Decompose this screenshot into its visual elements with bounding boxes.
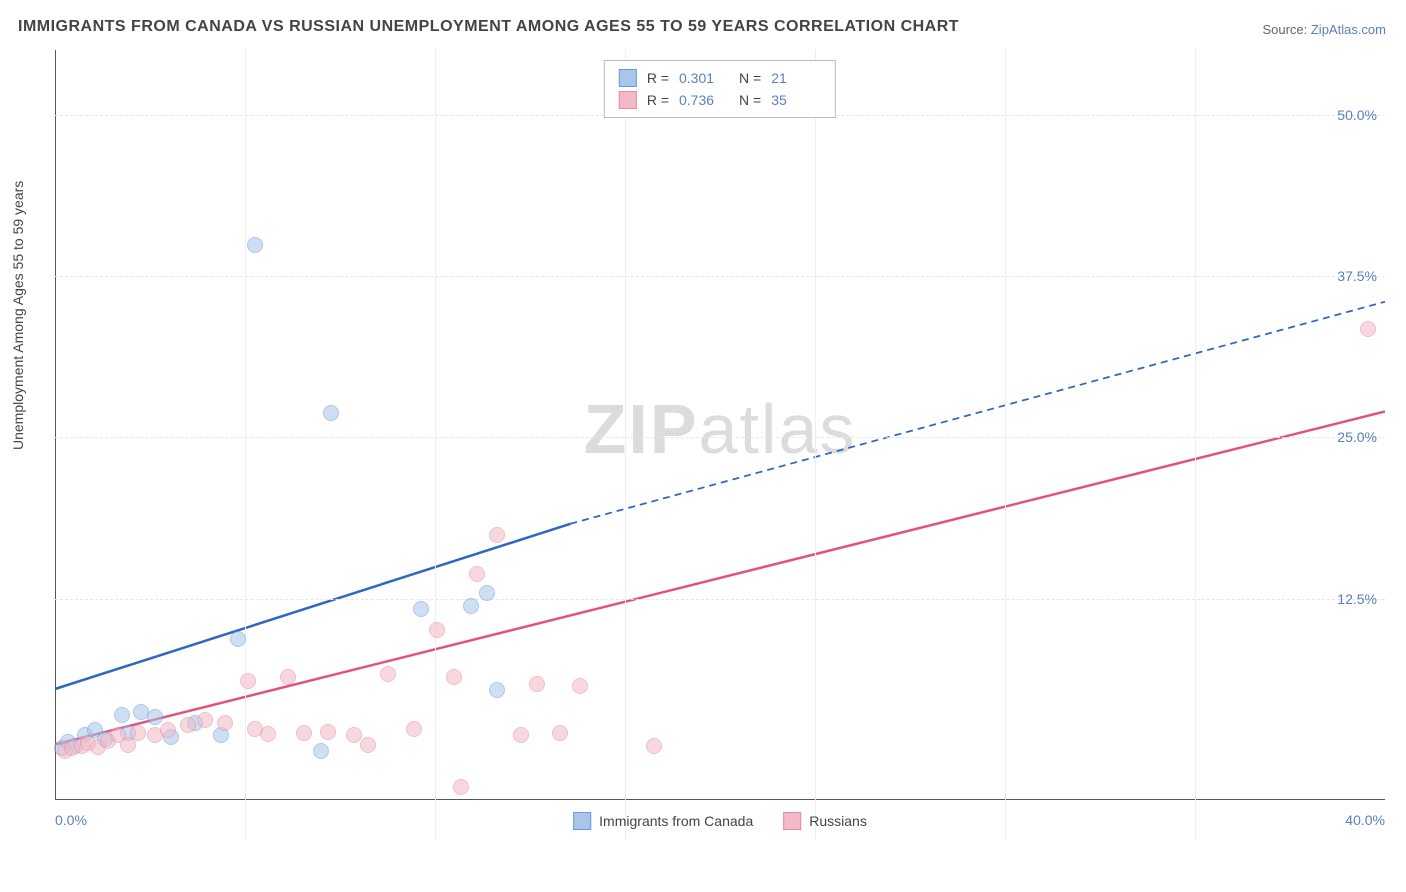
data-point xyxy=(240,673,256,689)
data-point xyxy=(197,712,213,728)
v-gridline xyxy=(815,50,816,840)
data-point xyxy=(529,676,545,692)
data-point xyxy=(446,669,462,685)
legend-n-label: N = xyxy=(739,92,761,108)
data-point xyxy=(217,715,233,731)
data-point xyxy=(463,598,479,614)
y-tick-label: 37.5% xyxy=(1337,268,1377,284)
data-point xyxy=(130,725,146,741)
data-point xyxy=(247,721,263,737)
data-point xyxy=(489,682,505,698)
v-gridline xyxy=(1005,50,1006,840)
legend-series-name: Immigrants from Canada xyxy=(599,813,753,829)
v-gridline xyxy=(435,50,436,840)
source-attribution: Source: ZipAtlas.com xyxy=(1262,22,1386,37)
data-point xyxy=(160,722,176,738)
gridline xyxy=(55,599,1385,600)
data-point xyxy=(646,738,662,754)
legend-n-label: N = xyxy=(739,70,761,86)
legend-n-value: 21 xyxy=(771,70,821,86)
data-point xyxy=(572,678,588,694)
data-point xyxy=(280,669,296,685)
series-legend: Immigrants from Canada Russians xyxy=(573,812,867,830)
v-gridline xyxy=(625,50,626,840)
data-point xyxy=(1360,321,1376,337)
data-point xyxy=(413,601,429,617)
chart-title: IMMIGRANTS FROM CANADA VS RUSSIAN UNEMPL… xyxy=(18,18,959,36)
data-point xyxy=(230,631,246,647)
y-tick-label: 25.0% xyxy=(1337,429,1377,445)
data-point xyxy=(489,527,505,543)
data-point xyxy=(453,779,469,795)
chart-area: ZIPatlas 12.5%25.0%37.5%50.0%0.0%40.0% R… xyxy=(55,50,1385,840)
data-point xyxy=(180,717,196,733)
data-point xyxy=(406,721,422,737)
legend-n-value: 35 xyxy=(771,92,821,108)
gridline xyxy=(55,437,1385,438)
data-point xyxy=(479,585,495,601)
legend-row: R = 0.301 N = 21 xyxy=(619,67,821,89)
legend-r-value: 0.736 xyxy=(679,92,729,108)
legend-row: R = 0.736 N = 35 xyxy=(619,89,821,111)
legend-r-label: R = xyxy=(647,70,669,86)
data-point xyxy=(296,725,312,741)
data-point xyxy=(147,709,163,725)
v-gridline xyxy=(1195,50,1196,840)
legend-r-label: R = xyxy=(647,92,669,108)
source-link[interactable]: ZipAtlas.com xyxy=(1311,22,1386,37)
legend-swatch xyxy=(783,812,801,830)
y-tick-label: 50.0% xyxy=(1337,107,1377,123)
legend-item: Immigrants from Canada xyxy=(573,812,753,830)
data-point xyxy=(380,666,396,682)
data-point xyxy=(114,707,130,723)
y-tick-label: 12.5% xyxy=(1337,591,1377,607)
data-point xyxy=(247,237,263,253)
v-gridline xyxy=(245,50,246,840)
data-point xyxy=(323,405,339,421)
scatter-plot: ZIPatlas 12.5%25.0%37.5%50.0%0.0%40.0% xyxy=(55,50,1385,840)
regression-lines xyxy=(55,50,1385,800)
gridline xyxy=(55,276,1385,277)
correlation-legend: R = 0.301 N = 21 R = 0.736 N = 35 xyxy=(604,60,836,118)
legend-swatch xyxy=(619,91,637,109)
data-point xyxy=(469,566,485,582)
x-tick-label: 0.0% xyxy=(55,812,87,828)
source-prefix: Source: xyxy=(1262,22,1310,37)
legend-series-name: Russians xyxy=(809,813,867,829)
legend-swatch xyxy=(573,812,591,830)
legend-r-value: 0.301 xyxy=(679,70,729,86)
data-point xyxy=(360,737,376,753)
legend-swatch xyxy=(619,69,637,87)
x-tick-label: 40.0% xyxy=(1345,812,1385,828)
data-point xyxy=(313,743,329,759)
data-point xyxy=(513,727,529,743)
data-point xyxy=(552,725,568,741)
data-point xyxy=(429,622,445,638)
legend-item: Russians xyxy=(783,812,867,830)
data-point xyxy=(320,724,336,740)
y-axis-label: Unemployment Among Ages 55 to 59 years xyxy=(10,181,26,450)
